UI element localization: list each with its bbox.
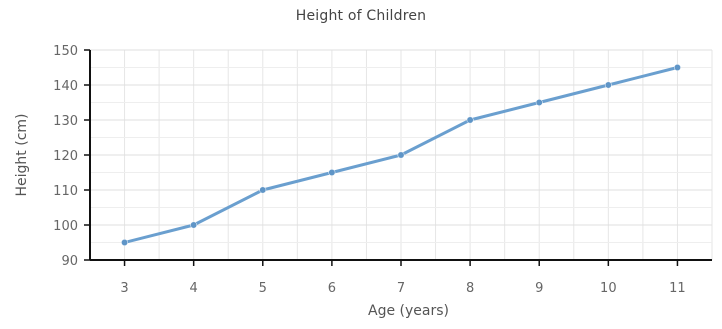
data-point xyxy=(466,116,474,124)
data-point xyxy=(190,221,198,229)
x-tick-label: 5 xyxy=(259,281,267,296)
x-tick-label: 11 xyxy=(669,281,686,296)
data-point xyxy=(328,169,336,176)
y-tick-label: 90 xyxy=(61,254,78,269)
data-point xyxy=(397,151,405,159)
data-point xyxy=(259,186,267,194)
x-tick-label: 7 xyxy=(397,281,405,296)
x-tick-label: 10 xyxy=(600,281,617,296)
x-tick-label: 8 xyxy=(466,281,474,296)
axis-layer xyxy=(84,49,712,266)
y-tick-label: 130 xyxy=(53,114,78,129)
y-tick-label: 120 xyxy=(53,149,78,164)
data-point xyxy=(535,99,543,106)
y-tick-label: 110 xyxy=(53,184,78,199)
tick-label-layer: 90 100 110 120 130 140 150 3 4 5 6 7 8 9 10 11 xyxy=(53,44,686,296)
data-point xyxy=(121,239,129,246)
data-point xyxy=(673,64,681,71)
y-tick-label: 150 xyxy=(53,44,78,59)
x-tick-label: 9 xyxy=(535,281,543,296)
y-tick-label: 100 xyxy=(53,219,78,234)
x-tick-label: 3 xyxy=(120,281,128,296)
chart-title: Height of Children xyxy=(295,8,427,24)
x-tick-label: 4 xyxy=(190,281,198,296)
y-axis-label: Height (cm) xyxy=(14,113,30,197)
series-layer xyxy=(121,64,681,246)
x-axis-label: Age (years) xyxy=(368,303,449,319)
data-point xyxy=(604,81,612,89)
y-tick-label: 140 xyxy=(53,79,78,94)
x-tick-label: 6 xyxy=(328,281,336,296)
